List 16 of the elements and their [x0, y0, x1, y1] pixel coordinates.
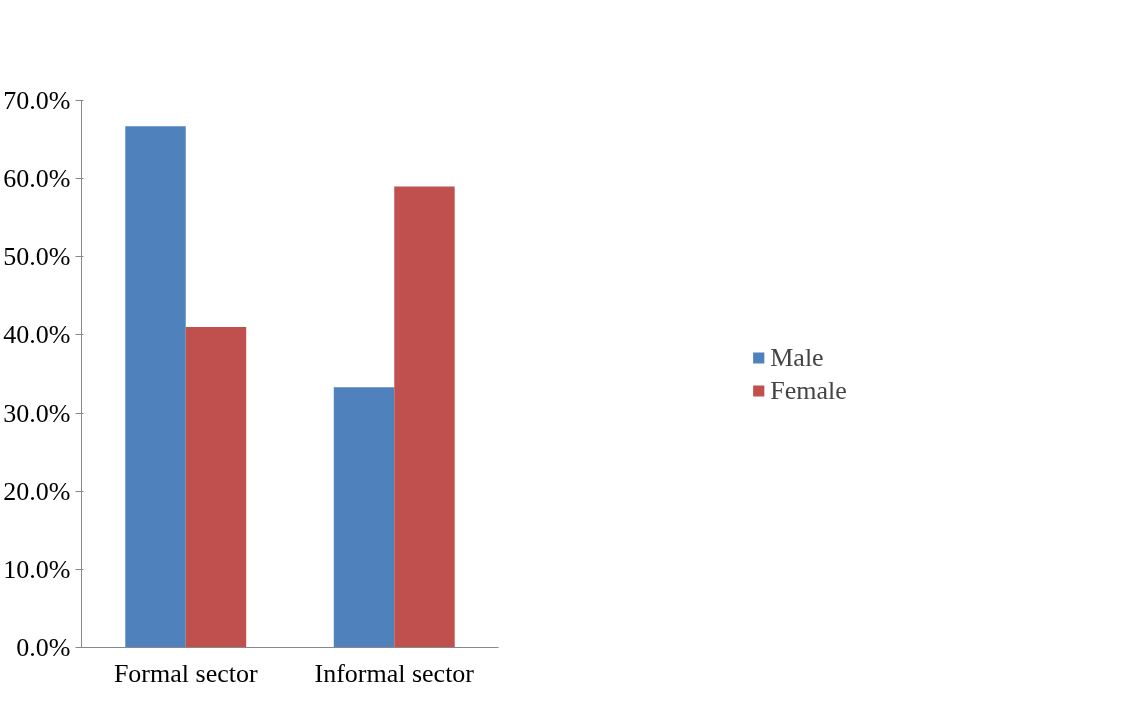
y-tick-label: 40.0% — [3, 320, 71, 350]
y-tick-label: 30.0% — [3, 398, 71, 428]
y-tick-label: 20.0% — [3, 476, 71, 506]
bar — [185, 327, 247, 648]
y-tick-label: 50.0% — [3, 242, 71, 272]
y-tick-label: 0.0% — [16, 633, 71, 662]
y-tick-label: 10.0% — [3, 554, 71, 584]
bar — [125, 126, 186, 648]
y-tick-label: 70.0% — [3, 86, 71, 115]
y-tick-label: 60.0% — [3, 164, 71, 194]
legend-label: Female — [770, 375, 847, 405]
x-tick-label: Informal sector — [314, 658, 475, 688]
bar — [394, 186, 455, 648]
bar — [333, 387, 395, 648]
x-tick-label: Formal sector — [113, 658, 258, 688]
legend-label: Male — [770, 342, 824, 372]
